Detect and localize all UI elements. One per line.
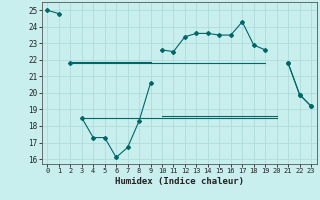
X-axis label: Humidex (Indice chaleur): Humidex (Indice chaleur) (115, 177, 244, 186)
